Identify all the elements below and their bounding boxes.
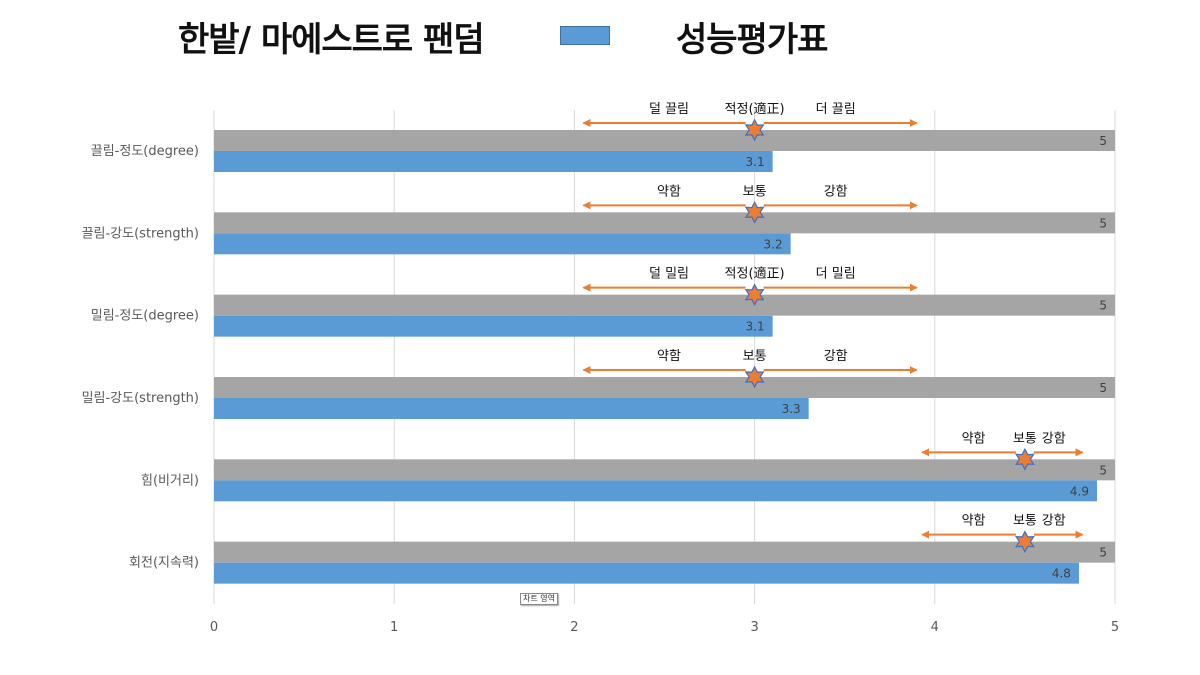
x-tick-label: 0: [210, 620, 218, 635]
x-tick-label: 4: [931, 620, 939, 635]
annotation-left: 약함: [657, 184, 681, 199]
data-label: 5: [1099, 381, 1107, 395]
category-label: 끌림-강도(strength): [82, 226, 199, 241]
annotation-mid: 적정(適正): [725, 101, 785, 117]
x-tick-label: 5: [1111, 620, 1119, 635]
category-label: 밀림-정도(degree): [91, 309, 199, 324]
bar-gray: [214, 130, 1115, 151]
bar-blue: [214, 151, 773, 172]
annotation-left: 약함: [962, 431, 986, 446]
x-tick-label: 3: [750, 620, 758, 635]
data-label: 5: [1099, 463, 1107, 477]
category-label: 끌림-정도(degree): [91, 144, 199, 159]
data-label: 4.9: [1070, 484, 1089, 498]
category-label: 밀림-강도(strength): [82, 391, 199, 406]
bar-blue: [214, 315, 773, 337]
bar-blue: [214, 398, 809, 419]
annotation-right: 강함: [1042, 514, 1066, 529]
annotation-mid: 적정(適正): [725, 266, 785, 282]
data-label: 3.3: [782, 402, 801, 416]
star-marker: [744, 118, 765, 142]
chart-title: 한밭/ 마에스트로 팬덤: [178, 20, 485, 60]
data-label: 3.2: [764, 237, 783, 251]
data-label: 5: [1099, 299, 1107, 313]
data-label: 5: [1099, 546, 1107, 560]
chart-area-tooltip: 차트 영역: [520, 593, 558, 605]
bar-gray: [214, 294, 1115, 316]
data-label: 3.1: [746, 320, 765, 334]
bar-gray: [214, 459, 1115, 481]
annotation-left: 약함: [962, 514, 986, 529]
annotation-mid: 보통: [1013, 514, 1037, 529]
data-label: 5: [1099, 134, 1107, 148]
bar-blue: [214, 233, 791, 255]
bar-gray: [214, 212, 1115, 234]
star-marker: [1014, 530, 1035, 554]
bar-blue: [214, 480, 1097, 502]
annotation-mid: 보통: [743, 184, 767, 199]
data-label: 3.1: [746, 155, 765, 169]
annotation-mid: 보통: [1013, 431, 1037, 446]
legend-label: 성능평가표: [676, 20, 828, 60]
category-label: 회전(지속력): [129, 556, 199, 571]
annotation-left: 덜 밀림: [649, 267, 689, 282]
bar-gray: [214, 377, 1115, 398]
annotation-right: 강함: [1042, 431, 1066, 446]
star-marker: [744, 200, 765, 224]
data-label: 4.8: [1052, 567, 1071, 581]
x-tick-label: 2: [570, 620, 578, 635]
annotation-left: 약함: [657, 349, 681, 364]
star-marker: [744, 365, 765, 389]
chart-header: 한밭/ 마에스트로 팬덤 성능평가표: [0, 0, 1200, 80]
annotation-right: 더 끌림: [816, 102, 856, 117]
legend-swatch: [560, 26, 610, 45]
annotation-right: 더 밀림: [816, 267, 856, 282]
star-marker: [1014, 447, 1035, 471]
annotation-right: 강함: [824, 349, 848, 364]
annotation-right: 강함: [824, 184, 848, 199]
category-label: 힘(비거리): [141, 473, 199, 488]
bar-blue: [214, 562, 1079, 584]
bar-gray: [214, 541, 1115, 563]
x-tick-label: 1: [390, 620, 398, 635]
annotation-left: 덜 끌림: [649, 102, 689, 117]
data-label: 5: [1099, 216, 1107, 230]
star-marker: [744, 283, 765, 307]
annotation-mid: 보통: [743, 349, 767, 364]
